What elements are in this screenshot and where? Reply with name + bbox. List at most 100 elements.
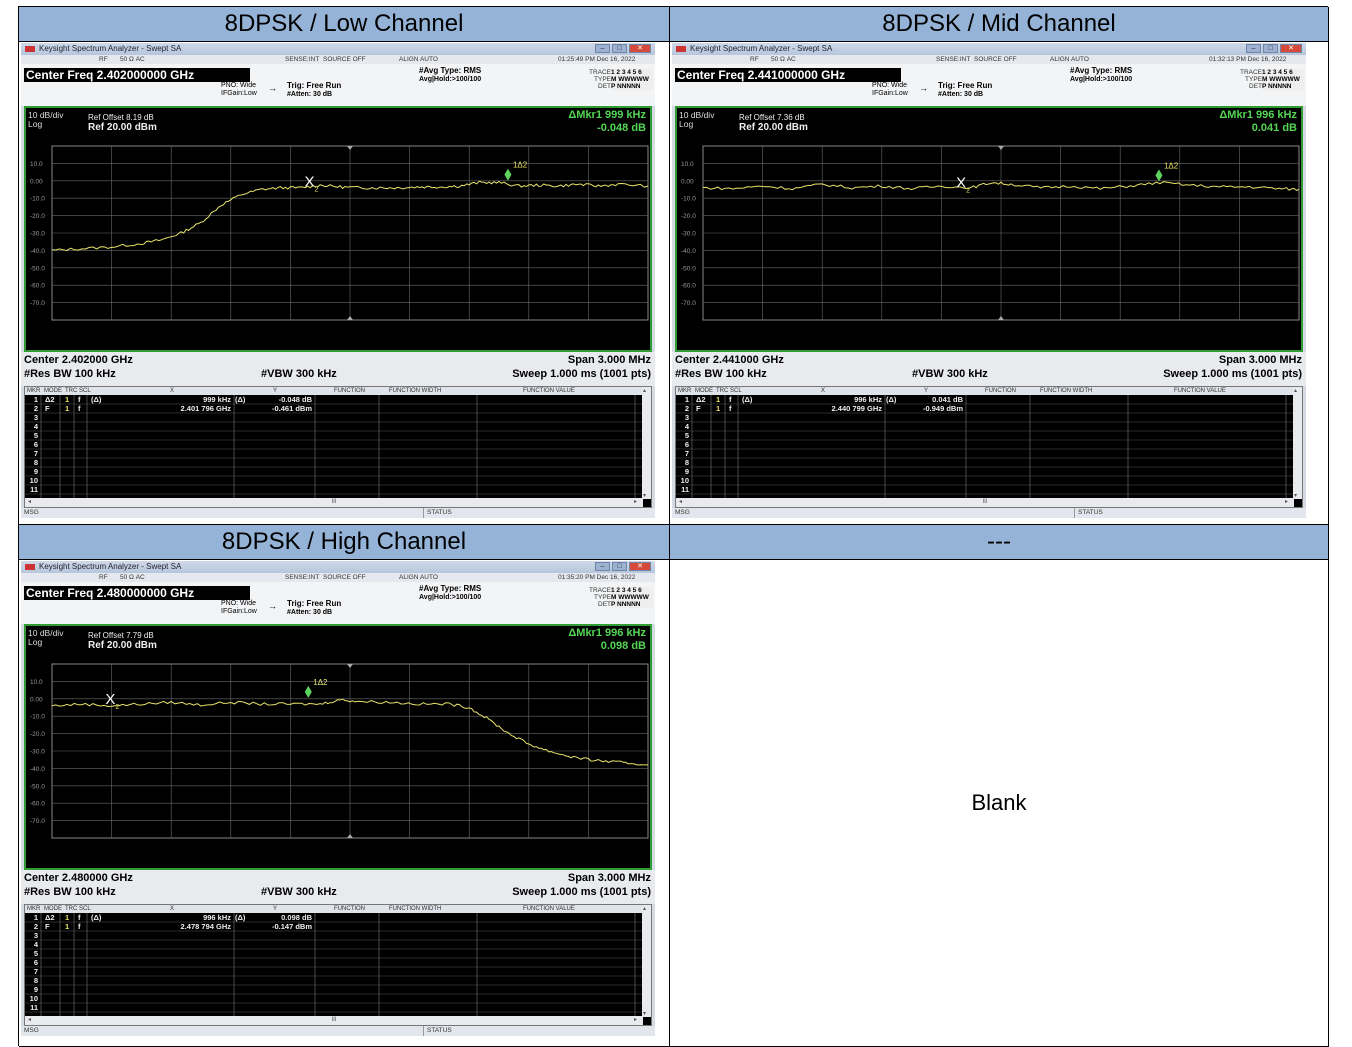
center-label: Center 2.402000 GHz [24,354,133,366]
table-row-number[interactable]: 3 [34,931,38,940]
msg-label: MSG [24,509,39,516]
close-icon[interactable]: ✕ [1280,44,1302,53]
window-title: Keysight Spectrum Analyzer - Swept SA [39,562,182,571]
table-row-number[interactable]: 7 [34,967,38,976]
table-row-number[interactable]: 4 [34,940,39,949]
blank-label: Blank [971,790,1027,815]
table-vertical-scrollbar[interactable]: ▴ ▾ [642,387,651,499]
scroll-right-icon[interactable]: ▸ [633,1017,637,1023]
y-tick-label: -30.0 [30,749,45,756]
table-row-number[interactable]: 5 [685,431,689,440]
minimize-icon[interactable]: – [1246,44,1261,53]
table-row-number[interactable]: 5 [34,431,38,440]
table-row-number[interactable]: 11 [30,485,38,494]
scroll-down-icon[interactable]: ▾ [643,493,647,499]
scroll-left-icon[interactable]: ◂ [28,499,32,505]
table-row-number[interactable]: 9 [685,467,689,476]
table-row-number[interactable]: 10 [30,994,38,1003]
table-vertical-scrollbar[interactable]: ▴ ▾ [1293,387,1302,499]
y-tick-label: -70.0 [30,818,45,825]
marker-y-cell: 0.041 dB [932,395,963,404]
table-row-number[interactable]: 7 [34,449,38,458]
table-row-number[interactable]: 1 [685,395,689,404]
scroll-up-icon[interactable]: ▴ [1294,388,1298,394]
y-tick-label: -30.0 [681,231,696,238]
det-label: DET [598,601,611,608]
ifgain-label: IFGain:Low [872,90,908,97]
arrow-icon: → [268,83,277,93]
scroll-left-icon[interactable]: ◂ [28,1017,32,1023]
delta-marker-diamond-icon[interactable] [504,168,512,181]
table-row-number[interactable]: 6 [34,440,38,449]
delta-marker-diamond-icon[interactable] [1155,169,1163,182]
table-row-number[interactable]: 5 [34,949,38,958]
table-row-number[interactable]: 8 [34,458,38,467]
close-icon[interactable]: ✕ [629,44,651,53]
table-row-number[interactable]: 8 [34,976,38,985]
center-freq-field[interactable]: Center Freq 2.441000000 GHz [675,68,901,82]
table-row-number[interactable]: 7 [685,449,689,458]
marker-scale-cell: f [78,922,81,931]
table-row-number[interactable]: 10 [30,476,38,485]
table-row-number[interactable]: 1 [34,913,38,922]
maximize-icon[interactable]: □ [612,562,627,571]
table-row-number[interactable]: 4 [34,422,39,431]
scroll-thumb[interactable]: III [331,1017,337,1023]
scroll-left-icon[interactable]: ◂ [679,499,683,505]
reference-marker-label: 2 [115,704,119,711]
table-row-number[interactable]: 3 [34,413,38,422]
table-row-number[interactable]: 1 [34,395,38,404]
marker-trace-cell: 1 [716,404,720,413]
delta-value-readout: 0.098 dB [601,640,646,652]
y-tick-label: -50.0 [30,265,45,272]
marker-mode-cell: Δ2 [45,395,55,404]
table-row-number[interactable]: 3 [685,413,689,422]
close-icon[interactable]: ✕ [629,562,651,571]
marker-delta-flag-cell: (Δ) [742,395,753,404]
center-tick-icon [347,316,353,320]
scroll-down-icon[interactable]: ▾ [643,1011,647,1017]
scroll-right-icon[interactable]: ▸ [633,499,637,505]
table-vertical-scrollbar[interactable]: ▴ ▾ [642,905,651,1017]
table-row-number[interactable]: 2 [34,922,38,931]
marker-scale-cell: f [78,404,81,413]
scroll-thumb[interactable]: III [331,499,337,505]
table-row-number[interactable]: 11 [30,1003,38,1012]
scroll-down-icon[interactable]: ▾ [1294,493,1298,499]
table-row-number[interactable]: 2 [685,404,689,413]
table-row-number[interactable]: 2 [34,404,38,413]
table-row-number[interactable]: 11 [681,485,689,494]
table-row-number[interactable]: 8 [685,458,689,467]
delta-marker-diamond-icon[interactable] [304,685,312,698]
center-freq-field[interactable]: Center Freq 2.402000000 GHz [24,68,250,82]
log-label: Log [28,119,42,129]
window-controls: – □ ✕ [1246,44,1302,53]
marker-mode-cell: F [696,404,701,413]
scroll-right-icon[interactable]: ▸ [1284,499,1288,505]
y-tick-label: 0.00 [30,696,43,703]
scroll-thumb[interactable]: III [982,499,988,505]
table-row-number[interactable]: 10 [681,476,689,485]
trig-label: Trig: Free Run [287,81,342,90]
table-horizontal-scrollbar[interactable]: ◂ III ▸ [676,498,1294,507]
source-label: SOURCE OFF [323,56,366,63]
table-row-number[interactable]: 9 [34,985,38,994]
trace-values: 1 2 3 4 5 6 [611,69,653,76]
scroll-up-icon[interactable]: ▴ [643,388,647,394]
table-row-number[interactable]: 4 [685,422,690,431]
type-values: M WWWWW [611,594,653,601]
center-freq-field[interactable]: Center Freq 2.480000000 GHz [24,586,250,600]
table-column-header: FUNCTION VALUE [523,906,575,912]
scroll-up-icon[interactable]: ▴ [643,906,647,912]
table-horizontal-scrollbar[interactable]: ◂ III ▸ [25,498,643,507]
table-row-number[interactable]: 6 [685,440,689,449]
minimize-icon[interactable]: – [595,44,610,53]
table-row-number[interactable]: 6 [34,958,38,967]
maximize-icon[interactable]: □ [612,44,627,53]
maximize-icon[interactable]: □ [1263,44,1278,53]
y-tick-label: -10.0 [30,714,45,721]
table-row-number[interactable]: 9 [34,467,38,476]
minimize-icon[interactable]: – [595,562,610,571]
table-horizontal-scrollbar[interactable]: ◂ III ▸ [25,1016,643,1025]
source-label: SOURCE OFF [974,56,1017,63]
